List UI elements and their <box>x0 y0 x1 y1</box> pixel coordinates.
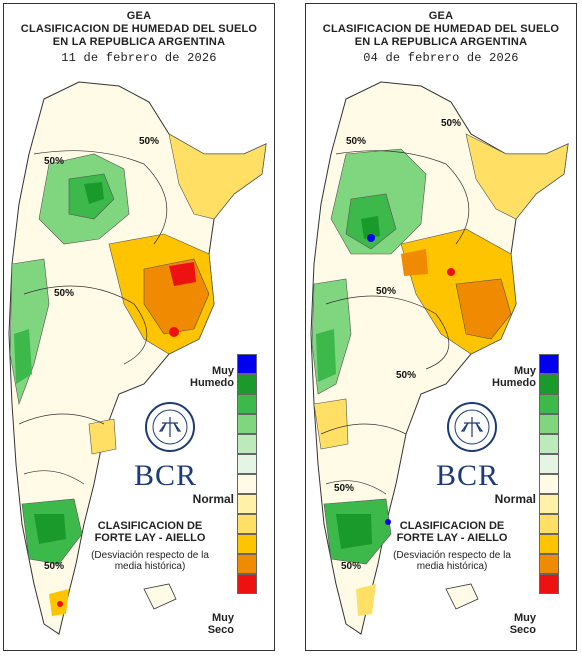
legend-swatch <box>539 454 559 474</box>
legend-swatch <box>539 574 559 594</box>
legend-swatch <box>539 434 559 454</box>
legend-swatch <box>237 574 257 594</box>
moisture-legend <box>237 354 257 594</box>
moisture-legend <box>539 354 559 594</box>
legend-very-dry-label: Muy Seco <box>509 612 536 636</box>
contour-label: 50% <box>54 288 74 299</box>
legend-swatch <box>237 394 257 414</box>
bcr-logo-text: BCR <box>436 459 500 492</box>
bcr-seal <box>446 401 498 453</box>
legend-swatch <box>237 354 257 374</box>
contour-label: 50% <box>334 483 354 494</box>
legend-swatch <box>237 494 257 514</box>
map-panel-left: GEA CLASIFICACION DE HUMEDAD DEL SUELO E… <box>3 3 275 651</box>
contour-label: 50% <box>341 561 361 572</box>
legend-swatch <box>237 414 257 434</box>
contour-label: 50% <box>346 136 366 147</box>
classification-title: CLASIFICACION DE FORTE LAY - AIELLO <box>396 520 508 544</box>
legend-swatch <box>539 494 559 514</box>
contour-label: 50% <box>396 370 416 381</box>
contour-label: 50% <box>376 286 396 297</box>
contour-label: 50% <box>44 156 64 167</box>
legend-swatch <box>237 374 257 394</box>
bcr-seal <box>144 401 196 453</box>
legend-normal-label: Normal <box>494 492 536 506</box>
legend-swatch <box>539 554 559 574</box>
legend-swatch <box>237 514 257 534</box>
legend-swatch <box>539 414 559 434</box>
contour-label: 50% <box>44 561 64 572</box>
legend-swatch <box>237 434 257 454</box>
legend-swatch <box>237 454 257 474</box>
legend-swatch <box>539 354 559 374</box>
legend-swatch <box>539 514 559 534</box>
legend-swatch <box>237 474 257 494</box>
legend-swatch <box>237 554 257 574</box>
legend-swatch <box>539 374 559 394</box>
header-subtitle: EN LA REPUBLICA ARGENTINA <box>354 36 528 48</box>
classification-subtitle: (Desviación respecto de la media históri… <box>91 550 209 572</box>
header-title: CLASIFICACION DE HUMEDAD DEL SUELO <box>322 23 560 35</box>
map-panel-right: GEA CLASIFICACION DE HUMEDAD DEL SUELO E… <box>305 3 577 651</box>
contour-label: 50% <box>139 136 159 147</box>
legend-swatch <box>539 394 559 414</box>
legend-normal-label: Normal <box>192 492 234 506</box>
legend-swatch <box>539 534 559 554</box>
header-gea: GEA <box>126 10 152 22</box>
legend-very-wet-label: Muy Humedo <box>190 365 234 389</box>
header-gea: GEA <box>428 10 454 22</box>
legend-very-dry-label: Muy Seco <box>207 612 234 636</box>
legend-swatch <box>539 474 559 494</box>
legend-very-wet-label: Muy Humedo <box>492 365 536 389</box>
map-date: 11 de febrero de 2026 <box>61 51 217 65</box>
legend-swatch <box>237 534 257 554</box>
argentina-soil-moisture-map: 50% 50% 50% 50% 50% 50% <box>310 81 569 635</box>
header-subtitle: EN LA REPUBLICA ARGENTINA <box>52 36 226 48</box>
argentina-soil-moisture-map: 50% 50% 50% 50% <box>8 81 267 635</box>
classification-title: CLASIFICACION DE FORTE LAY - AIELLO <box>94 520 206 544</box>
classification-subtitle: (Desviación respecto de la media históri… <box>393 550 511 572</box>
header-title: CLASIFICACION DE HUMEDAD DEL SUELO <box>20 23 258 35</box>
bcr-logo-text: BCR <box>134 459 198 492</box>
map-date: 04 de febrero de 2026 <box>363 51 519 65</box>
contour-label: 50% <box>441 118 461 129</box>
